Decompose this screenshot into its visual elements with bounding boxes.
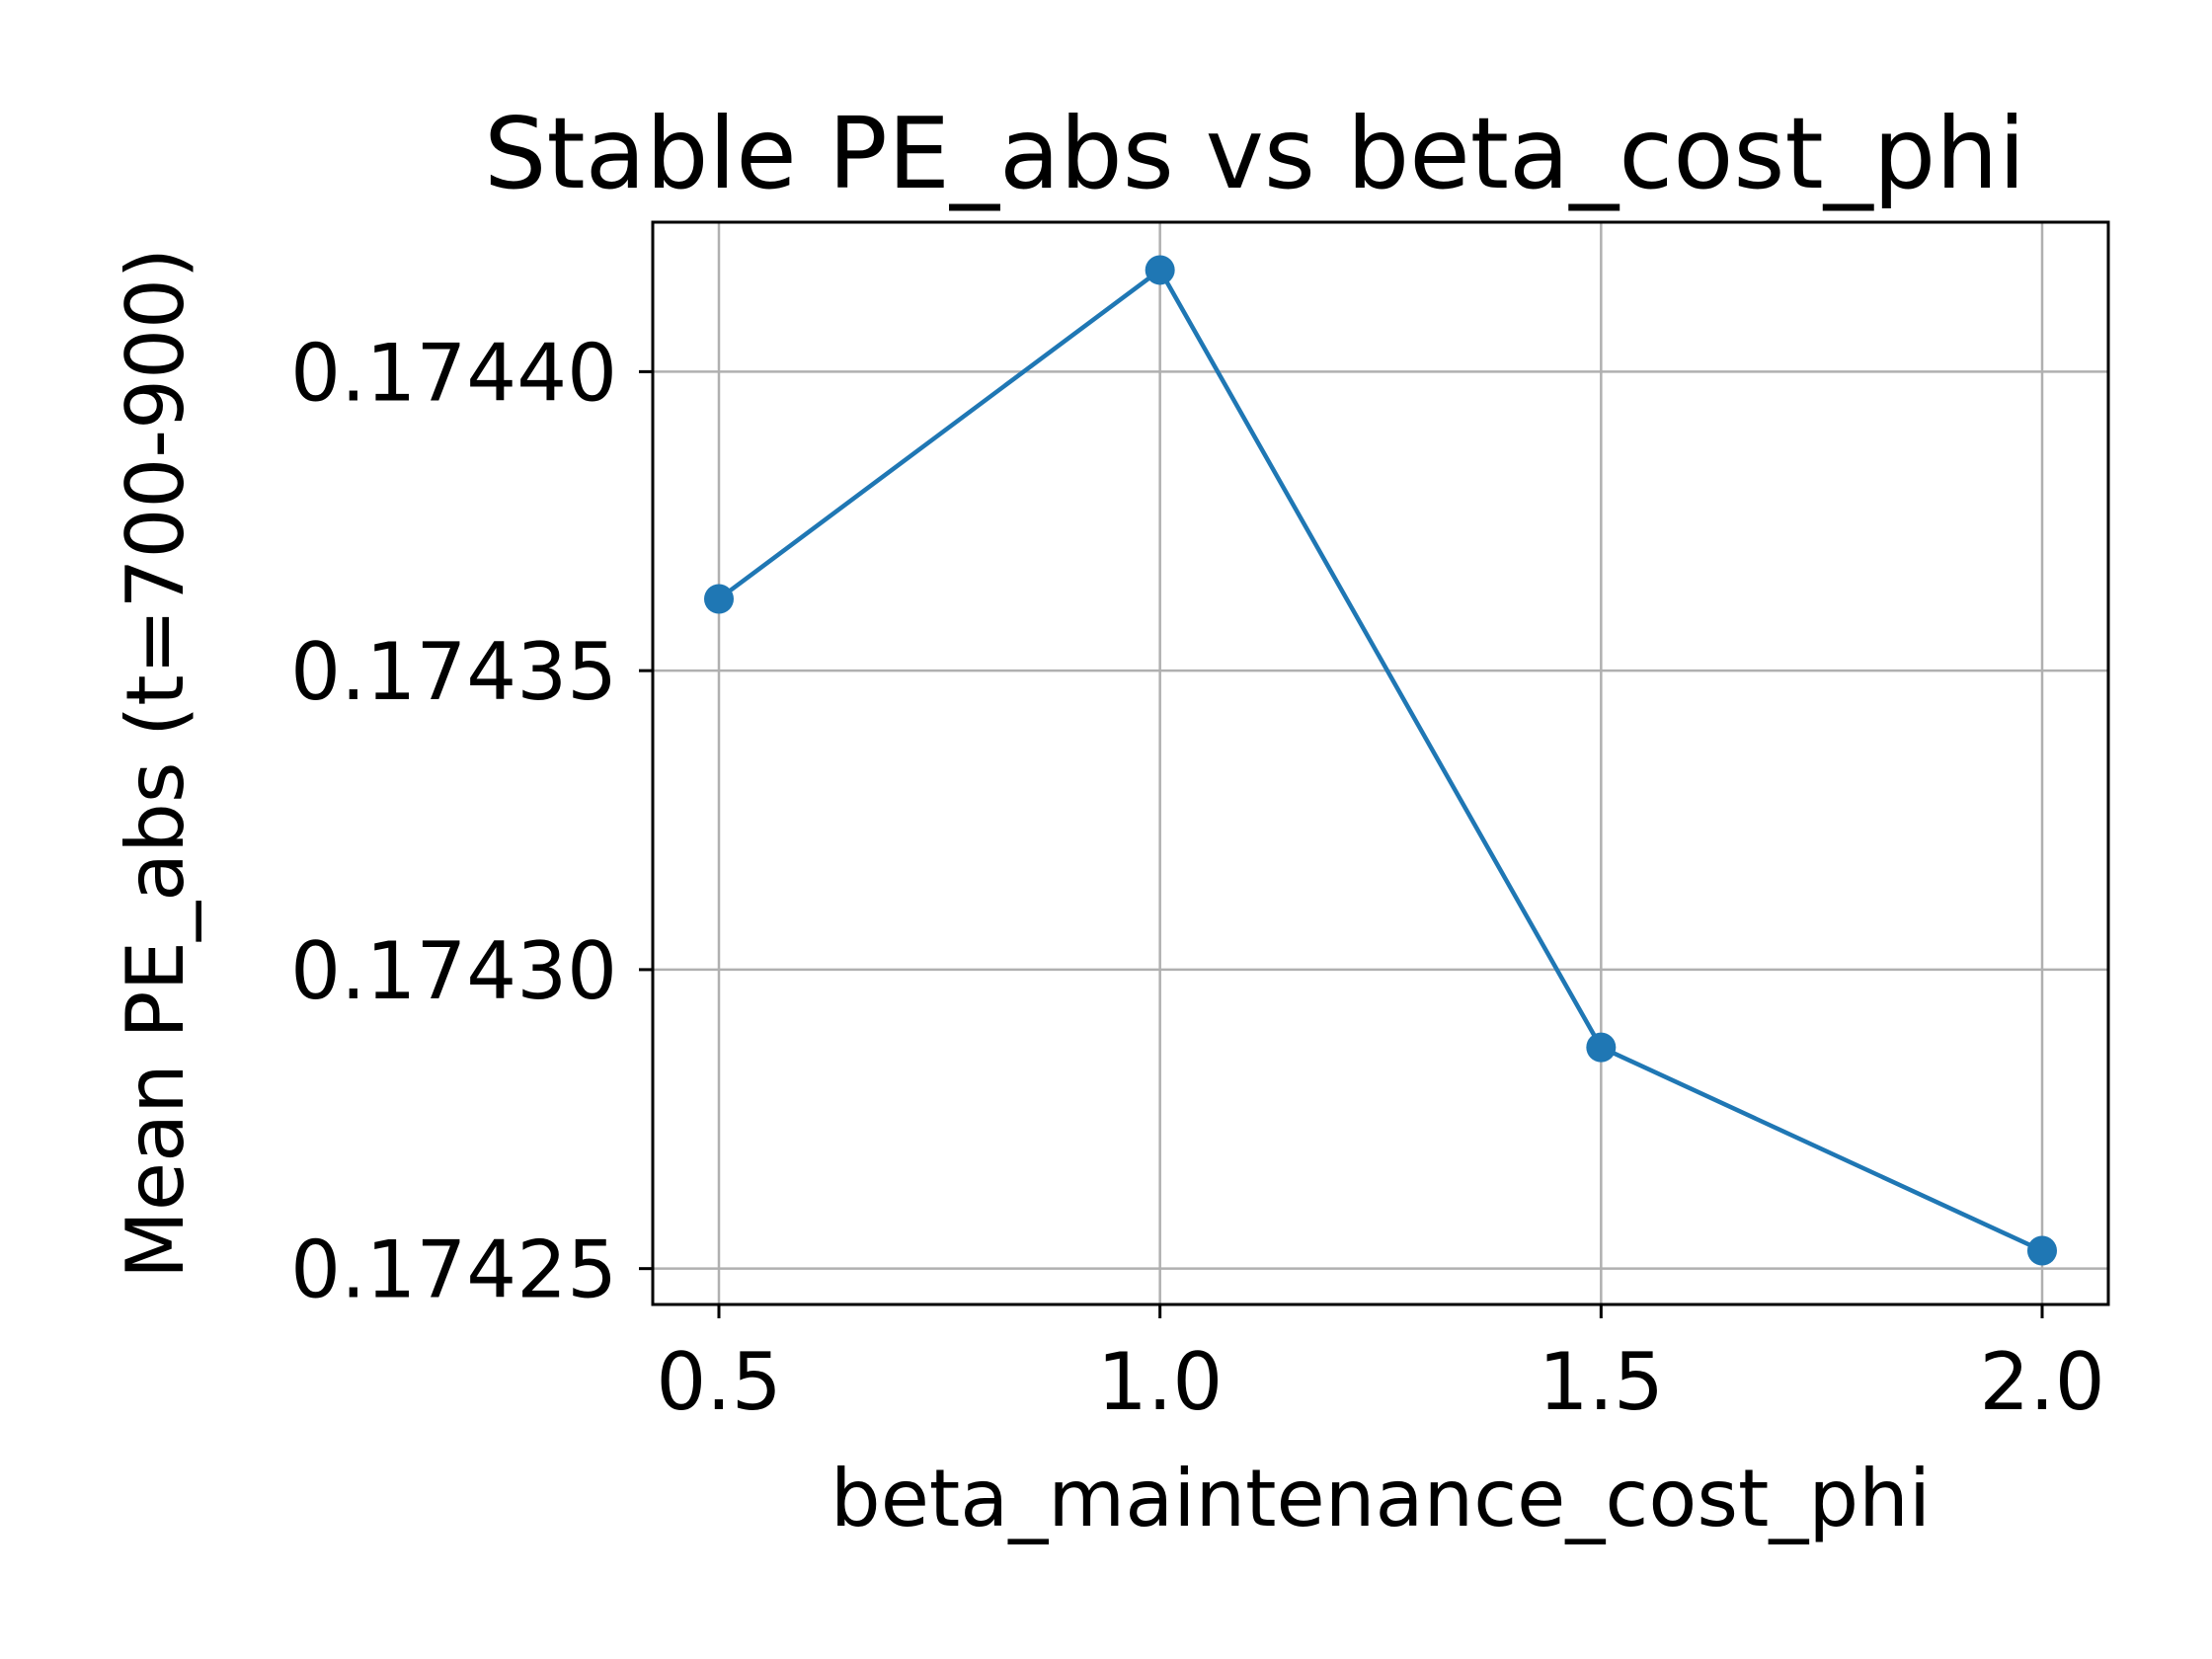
y-tick-label: 0.17440 [290,327,617,419]
x-tick-label: 0.5 [656,1336,781,1428]
data-point [704,584,734,614]
y-tick-label: 0.17425 [290,1224,617,1316]
data-point [2027,1235,2057,1266]
plot-frame [651,220,2110,1306]
series-layer [704,255,2057,1266]
chart-title: Stable PE_abs vs beta_cost_phi [484,96,2025,211]
x-tick-label: 2.0 [1979,1336,2104,1428]
data-point [1145,255,1175,285]
x-tick-label: 1.5 [1539,1336,1664,1428]
y-tick-label: 0.17435 [290,626,617,718]
x-tick-label: 1.0 [1097,1336,1223,1428]
data-point [1586,1032,1617,1063]
series-line [717,268,2043,1253]
grid [653,222,2108,1304]
x-axis: 0.5 1.0 1.5 2.0 [656,1304,2105,1428]
y-axis: 0.17425 0.17430 0.17435 0.17440 [290,327,653,1316]
y-axis-label: Mean PE_abs (t=700-900) [110,248,201,1279]
x-axis-label: beta_maintenance_cost_phi [830,1453,1931,1544]
y-tick-label: 0.17430 [290,925,617,1017]
